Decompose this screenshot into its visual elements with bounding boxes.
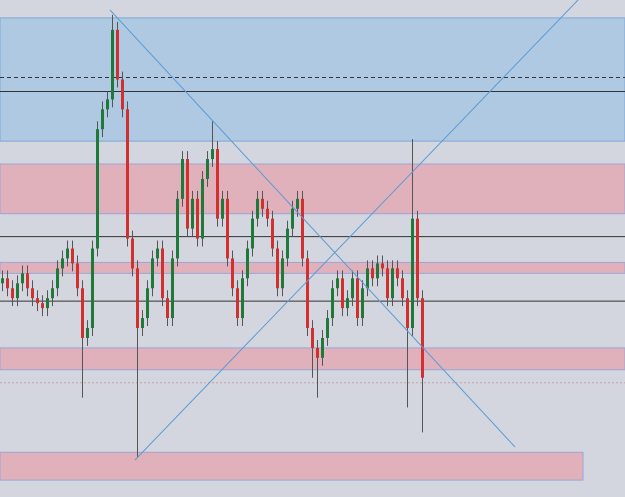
candle-body (166, 298, 169, 319)
candle-body (381, 263, 384, 269)
candle-body (251, 218, 254, 249)
trend-line (134, 0, 579, 461)
candle-body (111, 29, 114, 100)
candle-body (261, 198, 264, 209)
candle-body (276, 248, 279, 289)
candle-body (66, 248, 69, 259)
candle-body (321, 337, 324, 358)
candle-body (236, 288, 239, 319)
candle-body (326, 318, 329, 338)
candle-body (136, 268, 139, 329)
candle-body (96, 129, 99, 249)
candle-body (36, 298, 39, 304)
zone (0, 451, 584, 481)
candle-body (336, 278, 339, 289)
candle-body (281, 258, 284, 289)
candle-body (11, 288, 14, 299)
candle-body (266, 208, 269, 219)
candle-body (306, 258, 309, 329)
candle-body (176, 198, 179, 259)
candle-body (31, 288, 34, 299)
candle-body (356, 278, 359, 319)
candle-body (131, 238, 134, 269)
candle-body (216, 149, 219, 219)
candle-body (271, 218, 274, 249)
candle-body (201, 178, 204, 239)
candle-body (61, 258, 64, 269)
candle-body (366, 268, 369, 289)
candle-body (1, 278, 4, 284)
candle-body (396, 268, 399, 279)
candle-body (126, 109, 129, 239)
candle-body (226, 198, 229, 259)
candle-body (51, 288, 54, 299)
candle-body (421, 298, 424, 378)
candle-body (296, 198, 299, 209)
candle-body (106, 99, 109, 110)
candle-body (21, 273, 24, 284)
candle-body (46, 298, 49, 309)
candle-body (351, 278, 354, 299)
candle-body (246, 248, 249, 279)
candle-body (81, 288, 84, 338)
candle-body (6, 278, 9, 289)
candle-body (371, 268, 374, 279)
candle-body (196, 198, 199, 239)
candle-body (231, 258, 234, 289)
candle-body (311, 328, 314, 348)
candle-body (86, 328, 89, 338)
candle-body (331, 288, 334, 319)
candle-body (151, 258, 154, 289)
candle-body (121, 79, 124, 110)
candle-body (301, 198, 304, 259)
candle-body (101, 109, 104, 130)
candle-body (361, 288, 364, 319)
candle-body (386, 268, 389, 299)
candle-body (41, 303, 44, 309)
candle-body (191, 198, 194, 229)
candle-body (156, 248, 159, 259)
candle-body (146, 288, 149, 319)
candle-body (16, 283, 19, 299)
candle-body (171, 258, 174, 319)
trend-line (109, 9, 516, 448)
candle-body (286, 228, 289, 259)
candle-body (181, 159, 184, 199)
candle-body (26, 273, 29, 289)
candle-body (341, 278, 344, 309)
candle-body (256, 198, 259, 219)
candle-body (161, 248, 164, 299)
candle-body (291, 208, 294, 229)
candle-body (141, 318, 144, 329)
candle-body (316, 347, 319, 358)
candle-body (406, 298, 409, 329)
candle-body (206, 159, 209, 179)
candle-body (376, 263, 379, 279)
candle-body (346, 298, 349, 309)
candle-body (211, 149, 214, 160)
zone (0, 261, 625, 274)
candle-body (56, 268, 59, 289)
candle-body (416, 218, 419, 299)
candle-body (186, 159, 189, 229)
zone (0, 163, 625, 215)
candle-body (116, 29, 119, 80)
candle-body (241, 278, 244, 319)
candle-body (221, 198, 224, 219)
candle-body (391, 268, 394, 299)
candle-body (401, 278, 404, 299)
candle-body (76, 263, 79, 289)
candle-body (91, 248, 94, 329)
zone (0, 17, 625, 142)
candle-body (411, 218, 414, 329)
candle-body (71, 248, 74, 264)
